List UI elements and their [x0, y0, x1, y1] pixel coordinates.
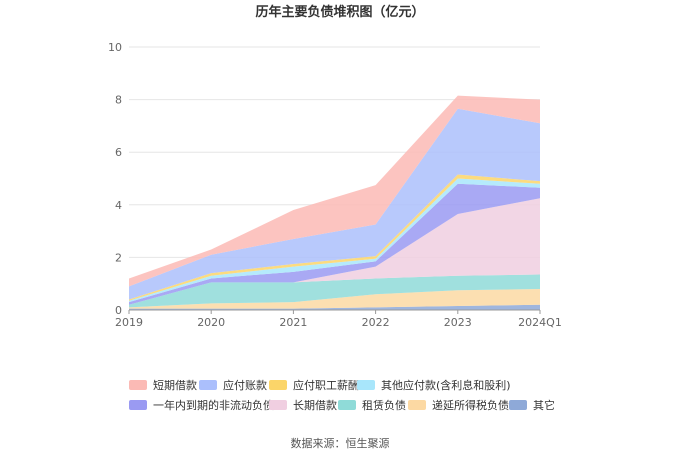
x-tick-label: 2022	[362, 316, 390, 329]
legend: 短期借款 应付账款 应付职工薪酬 其他应付款(含利息和股利) 一年内到期的非流动负债 长期…	[129, 378, 555, 412]
area-租赁负债[interactable]	[129, 274, 540, 308]
area-应付账款[interactable]	[129, 108, 540, 300]
legend-item[interactable]: 应付账款	[199, 378, 267, 392]
y-tick-label: 8	[115, 94, 122, 107]
area-series-group	[129, 95, 540, 310]
legend-item[interactable]: 其他应付款(含利息和股利)	[357, 378, 511, 392]
legend-item[interactable]: 租赁负债	[338, 398, 406, 412]
legend-swatch	[357, 380, 375, 390]
legend-label: 其他应付款(含利息和股利)	[381, 378, 511, 392]
chart-title: 历年主要负债堆积图（亿元）	[255, 4, 424, 20]
area-应付职工薪酬[interactable]	[129, 174, 540, 301]
legend-swatch	[129, 380, 147, 390]
x-tick-label: 2019	[115, 316, 143, 329]
legend-label: 应付账款	[223, 378, 267, 392]
y-tick-label: 6	[115, 146, 122, 159]
axes: 0 2 4 6 8 10 2019 2020 2021 2022 2023 2024Q1	[108, 41, 562, 329]
source-note: 数据来源：恒生聚源	[291, 436, 390, 450]
legend-swatch	[408, 400, 426, 410]
area-长期借款[interactable]	[129, 198, 540, 305]
legend-item[interactable]: 一年内到期的非流动负债	[129, 398, 274, 412]
x-tick-label: 2024Q1	[518, 316, 562, 329]
legend-item[interactable]: 递延所得税负债	[408, 398, 509, 412]
legend-swatch	[338, 400, 356, 410]
y-tick-label: 4	[115, 199, 122, 212]
area-短期借款[interactable]	[129, 95, 540, 287]
legend-label: 短期借款	[153, 378, 197, 392]
area-递延所得税负债[interactable]	[129, 288, 540, 309]
x-tick-label: 2020	[197, 316, 225, 329]
y-tick-label: 10	[108, 41, 122, 54]
area-一年内到期的非流动负债[interactable]	[129, 183, 540, 305]
legend-label: 一年内到期的非流动负债	[153, 398, 274, 412]
x-tick-label: 2023	[444, 316, 472, 329]
legend-item[interactable]: 应付职工薪酬	[269, 378, 359, 392]
x-tick-label: 2021	[279, 316, 307, 329]
legend-label: 其它	[533, 398, 555, 412]
legend-label: 租赁负债	[362, 398, 406, 412]
legend-item[interactable]: 其它	[509, 398, 555, 412]
legend-swatch	[269, 380, 287, 390]
legend-label: 长期借款	[293, 398, 337, 412]
y-tick-label: 2	[115, 251, 122, 264]
legend-label: 应付职工薪酬	[293, 378, 359, 392]
y-tick-label: 0	[115, 304, 122, 317]
legend-label: 递延所得税负债	[432, 398, 509, 412]
legend-item[interactable]: 长期借款	[269, 398, 337, 412]
legend-swatch	[199, 380, 217, 390]
area-其他应付款(含利息和股利)[interactable]	[129, 178, 540, 303]
legend-swatch	[129, 400, 147, 410]
legend-swatch	[509, 400, 527, 410]
legend-swatch	[269, 400, 287, 410]
legend-item[interactable]: 短期借款	[129, 378, 197, 392]
